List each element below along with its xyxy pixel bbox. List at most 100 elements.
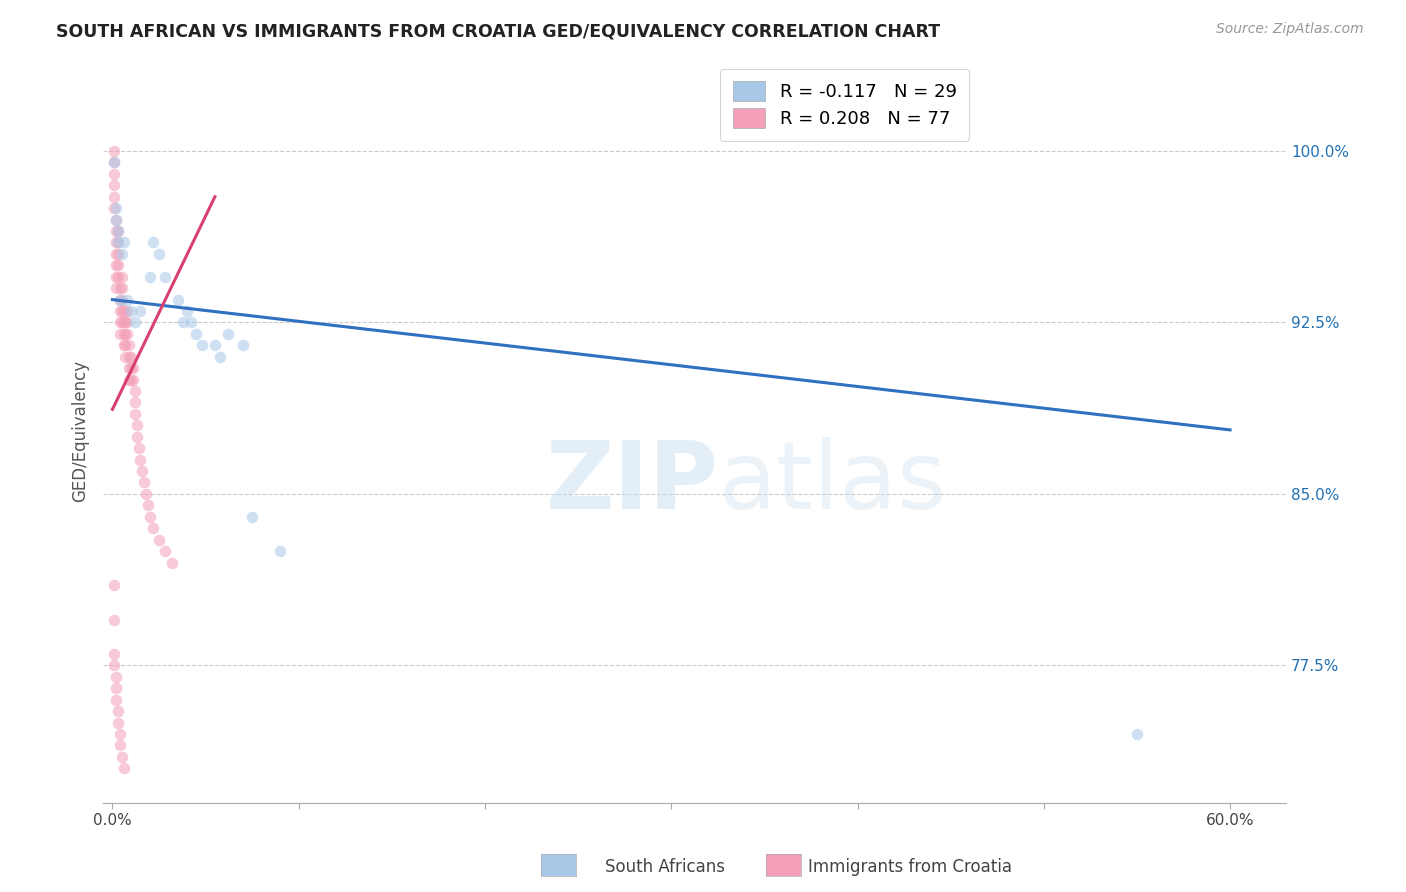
Point (117, 316, 139, 330)
Point (217, 326, 239, 341)
Point (209, 350, 232, 364)
Point (204, 338, 226, 352)
Point (103, 647, 125, 661)
Point (176, 304, 198, 318)
Point (105, 670, 128, 684)
Point (108, 727, 131, 741)
Point (107, 224, 129, 238)
Point (114, 326, 136, 341)
Point (105, 692, 128, 706)
Point (112, 338, 135, 352)
Legend: R = -0.117   N = 29, R = 0.208   N = 77: R = -0.117 N = 29, R = 0.208 N = 77 (720, 69, 969, 141)
Point (112, 326, 135, 341)
Point (125, 418, 148, 433)
Point (107, 235, 129, 250)
Point (103, 658, 125, 673)
Point (240, 509, 263, 524)
Point (120, 304, 142, 318)
Point (107, 269, 129, 284)
Point (269, 544, 291, 558)
Point (105, 281, 128, 295)
Point (117, 293, 139, 307)
Point (114, 316, 136, 330)
Point (232, 338, 254, 352)
Point (131, 464, 153, 478)
Point (111, 269, 134, 284)
Point (108, 293, 131, 307)
Point (129, 452, 152, 467)
Point (105, 681, 128, 696)
Point (124, 316, 146, 330)
Point (120, 350, 142, 364)
Point (124, 395, 146, 409)
Y-axis label: GED/Equivalency: GED/Equivalency (72, 360, 89, 502)
Point (142, 235, 165, 250)
Point (111, 749, 134, 764)
Point (120, 373, 142, 387)
Text: ZIP: ZIP (546, 437, 718, 529)
Point (191, 338, 214, 352)
Point (103, 578, 125, 592)
Point (103, 190, 125, 204)
Point (124, 407, 146, 421)
Point (103, 201, 125, 215)
Point (108, 304, 131, 318)
Point (111, 293, 134, 307)
Point (108, 326, 131, 341)
Point (111, 247, 134, 261)
Point (105, 235, 128, 250)
Point (105, 201, 128, 215)
Point (103, 613, 125, 627)
Point (1126, 727, 1149, 741)
Point (111, 316, 134, 330)
Point (122, 361, 145, 376)
Point (117, 304, 139, 318)
Point (103, 155, 125, 169)
Point (111, 281, 134, 295)
Point (107, 247, 129, 261)
Point (108, 739, 131, 753)
Point (148, 247, 170, 261)
Point (112, 235, 135, 250)
Point (107, 224, 129, 238)
Point (160, 556, 183, 570)
Point (105, 212, 128, 227)
Point (172, 316, 194, 330)
Point (107, 715, 129, 730)
Point (129, 304, 152, 318)
Point (118, 361, 141, 376)
Point (112, 316, 135, 330)
Point (153, 269, 176, 284)
Point (108, 281, 131, 295)
Point (153, 544, 176, 558)
Point (124, 384, 146, 398)
Point (118, 350, 141, 364)
Point (120, 361, 142, 376)
Point (117, 326, 139, 341)
Point (112, 761, 135, 775)
Point (138, 269, 160, 284)
Point (105, 258, 128, 272)
Point (103, 178, 125, 193)
Point (148, 533, 170, 547)
Point (136, 499, 159, 513)
Point (180, 316, 202, 330)
Point (114, 338, 136, 352)
Point (105, 269, 128, 284)
Point (107, 704, 129, 718)
Point (118, 373, 141, 387)
Point (135, 487, 157, 501)
Point (132, 475, 155, 490)
Text: atlas: atlas (718, 437, 946, 529)
Point (186, 326, 208, 341)
Point (108, 316, 131, 330)
Point (107, 235, 129, 250)
Point (138, 509, 160, 524)
Point (125, 430, 148, 444)
Point (122, 373, 145, 387)
Point (166, 293, 188, 307)
Point (105, 247, 128, 261)
Text: Immigrants from Croatia: Immigrants from Croatia (808, 858, 1012, 876)
Point (111, 304, 134, 318)
Point (105, 224, 128, 238)
